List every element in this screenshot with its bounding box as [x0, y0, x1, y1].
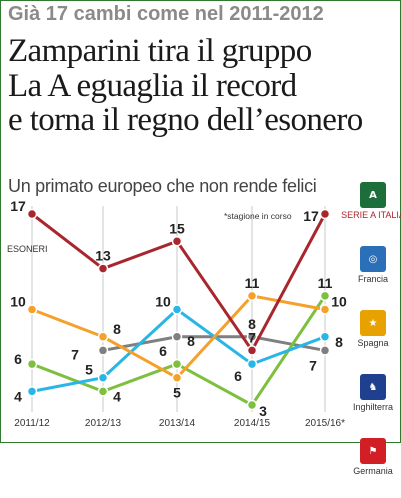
data-label: 8 — [335, 334, 343, 350]
x-tick-label: 2013/14 — [159, 418, 196, 429]
data-label: 4 — [113, 388, 121, 404]
legend-item: ◎ Francia — [349, 242, 397, 306]
serie-a-icon: A — [360, 182, 386, 208]
legend-item: ♞ Inghilterra — [349, 370, 397, 434]
legend-label: Germania — [353, 466, 393, 476]
data-label: 8 — [248, 316, 256, 332]
data-point — [26, 304, 38, 315]
data-point — [319, 208, 331, 220]
liga-icon: ★ — [360, 310, 386, 336]
data-point — [97, 345, 109, 356]
legend: A SERIE A ITALIA ◎ Francia ★ Spagna ♞ Inghilter… — [341, 178, 401, 498]
data-label: 5 — [85, 362, 93, 378]
data-point — [97, 263, 109, 274]
data-label: 10 — [10, 294, 26, 310]
data-label: 6 — [14, 351, 22, 367]
data-label: 6 — [159, 343, 167, 359]
data-label: 11 — [318, 275, 333, 291]
data-label: 7 — [309, 357, 317, 373]
legend-label: Spagna — [357, 338, 389, 348]
data-point — [319, 331, 331, 343]
infographic-frame — [0, 0, 401, 443]
data-point — [97, 386, 109, 397]
line-chart: 2011/12 2012/13 2013/14 2014/15 2015/16* ESON… — [7, 198, 347, 429]
legend-item: ⚑ Germania — [349, 434, 397, 498]
data-point — [246, 399, 258, 411]
legend-item: A SERIE A ITALIA — [341, 178, 401, 242]
data-label: 7 — [71, 346, 79, 362]
headline-line-1: Zamparini tira il gruppo — [8, 33, 312, 69]
data-point — [171, 304, 183, 315]
data-point — [319, 345, 331, 356]
data-point — [171, 236, 183, 247]
bundesliga-icon: ⚑ — [360, 438, 386, 464]
data-point — [171, 372, 183, 383]
annotation-note: *stagione in corso — [224, 211, 292, 221]
legend-item: ★ Spagna — [349, 306, 397, 370]
y-axis-label: ESONERI — [7, 244, 48, 254]
data-label: 13 — [95, 248, 111, 264]
data-point — [319, 304, 331, 315]
data-point — [26, 386, 38, 397]
data-point — [319, 290, 331, 302]
data-label: 17 — [303, 208, 319, 224]
data-point — [246, 358, 258, 370]
headline-line-3: e torna il regno dell’esonero — [8, 102, 363, 139]
data-point — [26, 358, 38, 370]
data-label: 3 — [259, 403, 267, 419]
headline: Zamparini tira il gruppo La A eguaglia i… — [8, 34, 363, 138]
data-label: 10 — [155, 294, 171, 310]
premier-icon: ♞ — [360, 374, 386, 400]
data-label: 15 — [169, 220, 185, 236]
data-label: 10 — [331, 294, 347, 310]
legend-label: Inghilterra — [352, 402, 394, 412]
legend-label: SERIE A ITALIA — [341, 210, 401, 220]
data-point — [26, 208, 38, 220]
data-label: 4 — [14, 388, 22, 404]
data-label: 7 — [248, 329, 256, 345]
x-tick-label: 2012/13 — [85, 418, 122, 429]
ligue1-icon: ◎ — [360, 246, 386, 272]
headline-line-2: La A eguaglia il record — [8, 67, 297, 104]
data-label: 5 — [173, 385, 181, 401]
legend-label: Francia — [357, 274, 388, 284]
data-point — [171, 331, 183, 343]
data-point — [246, 331, 258, 343]
data-label: 6 — [234, 368, 242, 384]
data-point — [97, 372, 109, 383]
x-tick-label: 2014/15 — [234, 418, 271, 429]
data-point — [246, 290, 258, 302]
kicker: Già 17 cambi come nel 2011-2012 — [8, 3, 324, 25]
data-label: 17 — [10, 198, 26, 214]
data-label: 8 — [113, 321, 121, 337]
data-label: 8 — [187, 333, 195, 349]
data-label: 11 — [245, 275, 260, 291]
data-point — [246, 345, 258, 356]
x-tick-label: 2015/16* — [305, 418, 345, 429]
x-tick-label: 2011/12 — [14, 418, 50, 429]
chart-subtitle: Un primato europeo che non rende felici — [8, 176, 317, 196]
data-point — [97, 331, 109, 343]
data-point — [171, 358, 183, 370]
